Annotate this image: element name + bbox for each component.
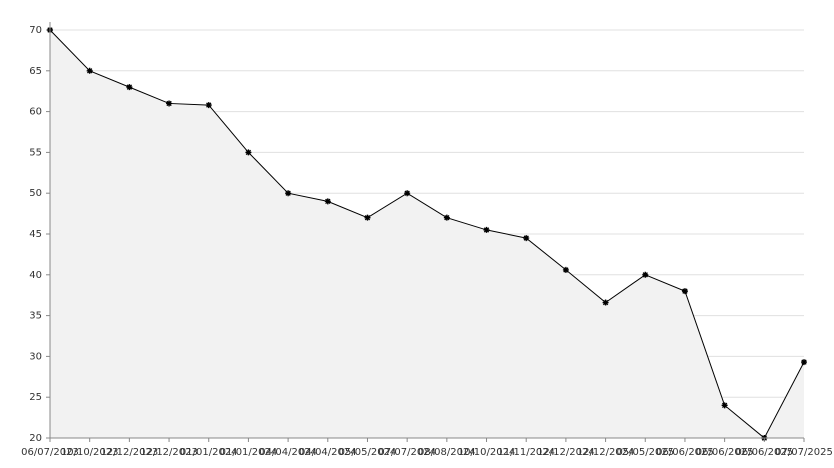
point — [364, 214, 371, 221]
x-tick-label: 07/07/2025 — [775, 447, 833, 458]
y-tick-label: 25 — [29, 392, 42, 403]
point — [483, 226, 490, 233]
y-tick-label: 70 — [29, 25, 42, 36]
point — [285, 190, 292, 197]
y-tick-label: 20 — [29, 433, 42, 444]
point — [126, 84, 133, 91]
x-tick-label: 10/10/2024 — [458, 447, 516, 458]
point — [443, 214, 450, 221]
point — [721, 402, 728, 409]
point — [404, 190, 411, 197]
point — [801, 359, 807, 366]
y-tick-label: 60 — [29, 107, 42, 118]
y-tick-label: 65 — [29, 66, 42, 77]
x-tick-label: 12/12/2024 — [537, 447, 595, 458]
point — [86, 67, 93, 74]
x-tick-label: 01/01/2024 — [180, 447, 238, 458]
point — [523, 235, 530, 242]
y-tick-label: 35 — [29, 311, 42, 322]
x-tick-label: 05/05/2024 — [339, 447, 397, 458]
x-tick-label: 12/12/2023 — [101, 447, 159, 458]
line — [49, 29, 805, 439]
x-tick-label: 06/07/2023 — [21, 447, 79, 458]
x-tick-label: 06/06/2025 — [735, 447, 793, 458]
y-tick-label: 45 — [29, 229, 42, 240]
x-tick-label: 01/01/2024 — [220, 447, 278, 458]
x-tick-label: 12/12/2023 — [140, 447, 198, 458]
point — [681, 288, 688, 295]
y-tick-label: 30 — [29, 351, 42, 362]
x-tick-label: 07/07/2024 — [378, 447, 436, 458]
x-tick-label: 05/05/2025 — [616, 447, 674, 458]
x-tick-label: 04/04/2024 — [259, 447, 317, 458]
point — [602, 299, 609, 306]
x-tick-label: 10/10/2023 — [61, 447, 119, 458]
point — [205, 102, 212, 109]
point — [245, 149, 252, 156]
y-tick-label: 55 — [29, 147, 42, 158]
y-tick-label: 40 — [29, 270, 42, 281]
x-tick-label: 12/12/2024 — [577, 447, 635, 458]
point — [562, 266, 569, 273]
x-tick-label: 08/08/2024 — [418, 447, 476, 458]
point — [166, 100, 173, 107]
x-tick-label: 11/11/2024 — [497, 447, 555, 458]
x-tick-label: 04/04/2024 — [299, 447, 357, 458]
area — [50, 30, 804, 438]
y-tick-label: 50 — [29, 188, 42, 199]
point — [324, 198, 331, 205]
point — [642, 271, 649, 278]
x-tick-label: 06/06/2025 — [656, 447, 714, 458]
x-tick-label: 06/06/2025 — [696, 447, 754, 458]
